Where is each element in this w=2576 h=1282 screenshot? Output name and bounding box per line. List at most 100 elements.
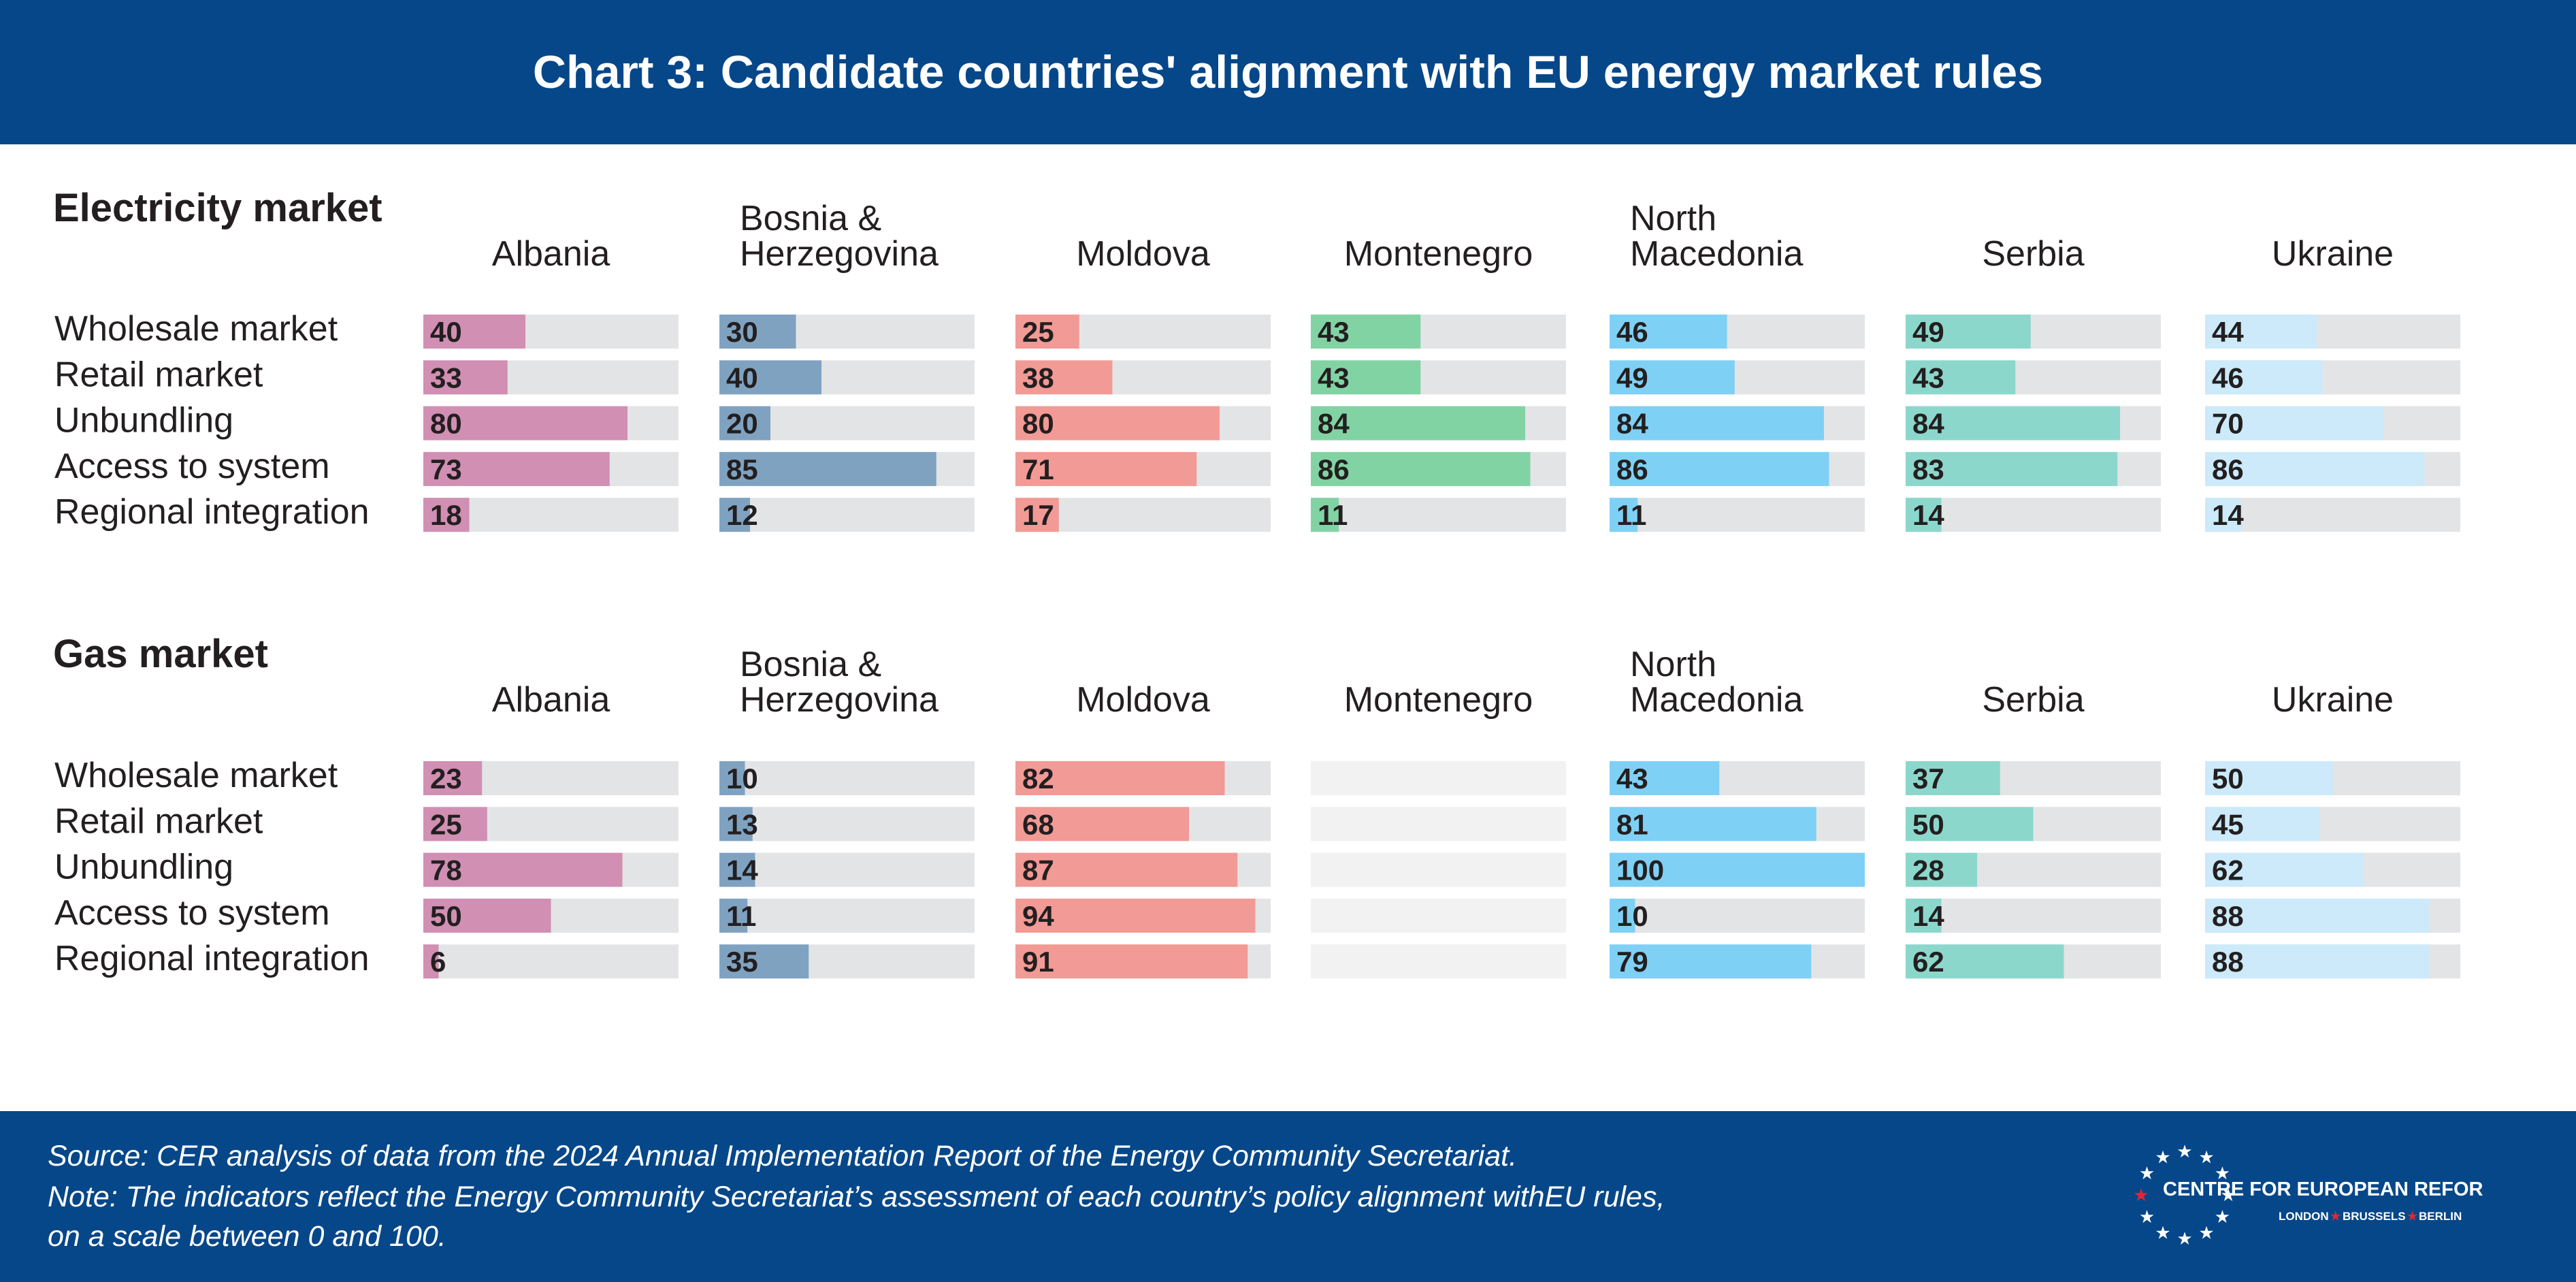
value-label-ukraine-regional-integration: 14 (2212, 499, 2244, 531)
logo-city-brussels: BRUSSELS (2343, 1210, 2406, 1223)
country-header-bosnia-and-herzegovina: Bosnia & Herzegovina (740, 645, 939, 720)
value-label-bosnia-and-herzegovina-retail-market: 13 (726, 808, 758, 840)
value-label-north-macedonia-regional-integration: 11 (1616, 499, 1646, 531)
value-label-serbia-access-to-system: 83 (1912, 453, 1944, 485)
bar-moldova-access-to-system (1015, 451, 1197, 486)
bar-montenegro-regional-integration (1311, 498, 1339, 532)
bar-serbia-retail-market (1906, 360, 2016, 395)
value-label-north-macedonia-regional-integration: 79 (1616, 946, 1648, 978)
value-label-albania-wholesale-market: 40 (430, 316, 462, 348)
country-header-north-macedonia: North Macedonia (1630, 645, 1803, 720)
value-label-moldova-access-to-system: 71 (1022, 453, 1054, 485)
bar-north-macedonia-access-to-system (1610, 898, 1635, 933)
track-bosnia-and-herzegovina-regional-integration (719, 498, 975, 532)
value-label-north-macedonia-unbundling: 84 (1616, 408, 1648, 440)
logo-star-icon: ★ (2133, 1185, 2149, 1206)
electricity-panel-title: Electricity market (53, 186, 382, 230)
row-label-regional-integration: Regional integration (54, 939, 370, 978)
value-label-ukraine-access-to-system: 86 (2212, 453, 2244, 485)
track-albania-regional-integration (423, 944, 679, 979)
value-label-north-macedonia-wholesale-market: 43 (1616, 763, 1648, 795)
value-label-bosnia-and-herzegovina-regional-integration: 35 (726, 946, 758, 978)
footer: Source: CER analysis of data from the 20… (0, 1111, 2576, 1282)
bar-serbia-unbundling (1906, 406, 2120, 440)
track-bosnia-and-herzegovina-access-to-system (719, 898, 975, 933)
value-label-north-macedonia-access-to-system: 86 (1616, 453, 1648, 485)
value-label-serbia-unbundling: 28 (1912, 854, 1944, 886)
bar-albania-access-to-system (423, 898, 551, 933)
value-label-north-macedonia-retail-market: 81 (1616, 808, 1648, 840)
bar-bosnia-and-herzegovina-access-to-system (719, 451, 936, 486)
country-header-moldova: Moldova (1076, 234, 1210, 274)
value-label-moldova-unbundling: 80 (1022, 408, 1054, 440)
bar-ukraine-regional-integration (2205, 944, 2430, 979)
bar-ukraine-unbundling (2205, 852, 2364, 887)
cer-logo: ★ ★★★★★★★★★★★ CENTRE FOR EUROPEAN REFORM … (2133, 1142, 2484, 1249)
bar-montenegro-unbundling (1311, 406, 1525, 440)
logo-star-icon: ★ (2215, 1164, 2230, 1184)
bar-bosnia-and-herzegovina-regional-integration (719, 944, 809, 979)
track-north-macedonia-regional-integration (1610, 498, 1865, 532)
bar-ukraine-retail-market (2205, 360, 2323, 395)
logo-city-separator-2: ★ (2407, 1210, 2418, 1223)
value-label-ukraine-retail-market: 45 (2212, 808, 2244, 840)
value-label-serbia-retail-market: 50 (1912, 808, 1944, 840)
bar-serbia-wholesale-market (1906, 315, 2031, 349)
bar-north-macedonia-wholesale-market (1610, 761, 1720, 795)
row-label-unbundling: Unbundling (54, 848, 233, 887)
electricity-market-panel: Electricity market Wholesale market Retail… (53, 186, 2460, 532)
bar-north-macedonia-unbundling (1610, 406, 1824, 440)
bar-ukraine-wholesale-market (2205, 315, 2317, 349)
value-label-serbia-regional-integration: 14 (1912, 499, 1944, 531)
chart-header: Chart 3: Candidate countries' alignment … (0, 0, 2576, 144)
row-label-retail-market: Retail market (54, 801, 263, 841)
bar-montenegro-wholesale-market (1311, 315, 1421, 349)
track-bosnia-and-herzegovina-unbundling (719, 852, 975, 887)
value-label-montenegro-unbundling: 84 (1318, 408, 1350, 440)
bar-albania-wholesale-market (423, 761, 483, 795)
bar-albania-access-to-system (423, 451, 610, 486)
row-label-access-to-system: Access to system (54, 447, 330, 486)
row-label-unbundling: Unbundling (54, 401, 233, 440)
value-label-ukraine-regional-integration: 88 (2212, 946, 2244, 978)
value-label-ukraine-wholesale-market: 44 (2212, 316, 2244, 348)
chart-title: Chart 3: Candidate countries' alignment … (532, 46, 2044, 98)
value-label-moldova-wholesale-market: 82 (1022, 763, 1054, 795)
bar-serbia-access-to-system (1906, 898, 1942, 933)
value-label-bosnia-and-herzegovina-access-to-system: 11 (726, 900, 756, 932)
value-label-moldova-retail-market: 38 (1022, 362, 1054, 394)
bar-moldova-unbundling (1015, 406, 1220, 440)
bar-albania-regional-integration (423, 944, 439, 979)
bar-serbia-retail-market (1906, 807, 2034, 842)
country-header-serbia: Serbia (1982, 680, 2084, 720)
bar-bosnia-and-herzegovina-access-to-system (719, 898, 748, 933)
track-empty-montenegro-retail-market (1311, 807, 1566, 842)
logo-star-icon: ★ (2176, 1142, 2192, 1162)
methodology-note-line-1: Note: The indicators reflect the Energy … (48, 1181, 1665, 1213)
bar-serbia-regional-integration (1906, 498, 1942, 532)
value-label-moldova-unbundling: 87 (1022, 854, 1054, 886)
panels-chart: Electricity market Wholesale market Retail… (53, 186, 2460, 979)
row-label-wholesale-market: Wholesale market (54, 756, 338, 795)
value-label-ukraine-retail-market: 46 (2212, 362, 2244, 394)
value-label-moldova-retail-market: 68 (1022, 808, 1054, 840)
bar-ukraine-access-to-system (2205, 451, 2425, 486)
bar-moldova-unbundling (1015, 852, 1238, 887)
value-label-bosnia-and-herzegovina-regional-integration: 12 (726, 499, 758, 531)
track-ukraine-regional-integration (2205, 498, 2460, 532)
value-label-moldova-access-to-system: 94 (1022, 900, 1054, 932)
value-label-serbia-unbundling: 84 (1912, 408, 1944, 440)
logo-star-icon: ★ (2139, 1207, 2155, 1228)
bar-montenegro-retail-market (1311, 360, 1421, 395)
value-label-montenegro-wholesale-market: 43 (1318, 316, 1350, 348)
country-header-serbia: Serbia (1982, 234, 2084, 274)
value-label-albania-retail-market: 33 (430, 362, 462, 394)
bar-albania-unbundling (423, 406, 627, 440)
value-label-bosnia-and-herzegovina-unbundling: 14 (726, 854, 758, 886)
value-label-albania-unbundling: 80 (430, 408, 462, 440)
gas-panel-title: Gas market (53, 632, 268, 676)
logo-city-separator-1: ★ (2330, 1210, 2341, 1223)
value-label-serbia-regional-integration: 62 (1912, 946, 1944, 978)
value-label-serbia-wholesale-market: 49 (1912, 316, 1944, 348)
bar-moldova-retail-market (1015, 360, 1113, 395)
